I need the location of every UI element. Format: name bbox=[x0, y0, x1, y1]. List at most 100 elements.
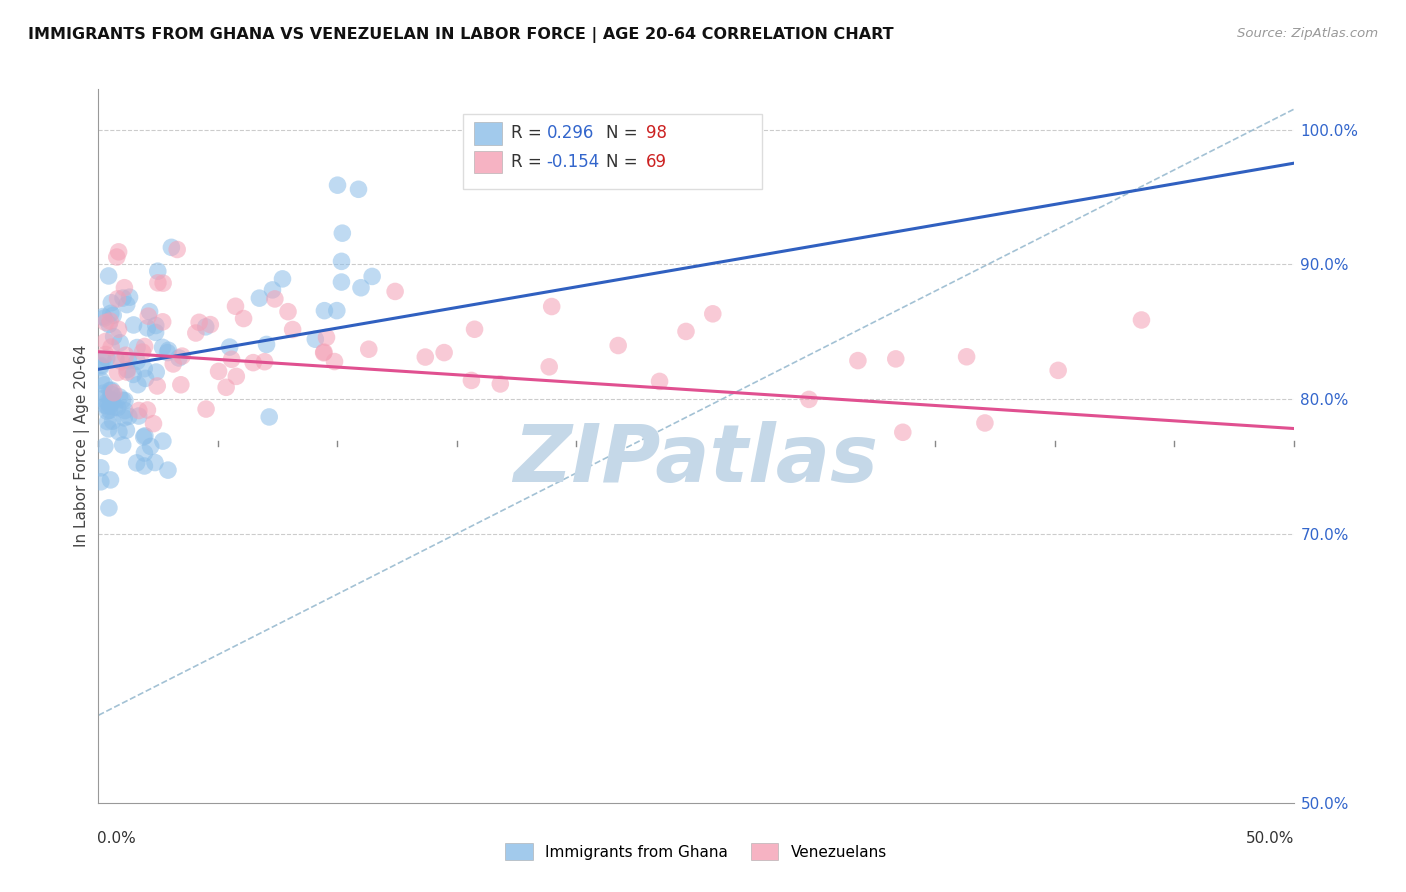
Point bbox=[93, 311, 115, 326]
Point bbox=[111, 438, 134, 452]
Point bbox=[160, 240, 183, 254]
Point bbox=[94, 439, 117, 453]
Text: 0.296: 0.296 bbox=[547, 125, 593, 143]
Point bbox=[107, 244, 129, 259]
Point bbox=[91, 392, 114, 406]
Text: 0.0%: 0.0% bbox=[97, 831, 136, 847]
Point bbox=[136, 403, 159, 417]
Point bbox=[200, 318, 222, 332]
Point bbox=[143, 456, 166, 470]
Point bbox=[540, 300, 562, 314]
Point bbox=[384, 285, 406, 299]
Point bbox=[111, 291, 134, 305]
Point bbox=[115, 297, 138, 311]
Point bbox=[118, 409, 141, 424]
Point bbox=[90, 374, 112, 388]
Point bbox=[94, 334, 117, 349]
Point bbox=[146, 264, 169, 278]
Point bbox=[107, 322, 129, 336]
Point bbox=[152, 276, 174, 290]
Point bbox=[256, 337, 278, 351]
Point bbox=[315, 330, 337, 344]
Point bbox=[156, 345, 179, 359]
Point bbox=[97, 268, 120, 283]
Point bbox=[98, 314, 121, 328]
Point bbox=[100, 340, 122, 354]
FancyBboxPatch shape bbox=[474, 151, 502, 173]
Text: 50.0%: 50.0% bbox=[1246, 831, 1295, 847]
Point bbox=[97, 500, 120, 515]
Text: N =: N = bbox=[606, 125, 643, 143]
Point bbox=[107, 292, 129, 306]
Point bbox=[138, 304, 160, 318]
Point bbox=[326, 303, 349, 318]
Point bbox=[648, 375, 671, 389]
Text: ZIPatlas: ZIPatlas bbox=[513, 421, 879, 500]
Point bbox=[94, 399, 117, 413]
Point bbox=[115, 365, 138, 379]
Point bbox=[134, 458, 156, 473]
Point bbox=[215, 380, 238, 394]
Point bbox=[166, 243, 188, 257]
Point bbox=[98, 399, 121, 413]
Point bbox=[277, 304, 299, 318]
Point bbox=[135, 371, 157, 385]
Point bbox=[262, 283, 284, 297]
Point bbox=[122, 368, 145, 382]
Point bbox=[225, 369, 247, 384]
Point bbox=[100, 295, 122, 310]
Point bbox=[97, 422, 120, 436]
Point bbox=[157, 343, 180, 358]
Point bbox=[413, 350, 436, 364]
Y-axis label: In Labor Force | Age 20-64: In Labor Force | Age 20-64 bbox=[75, 345, 90, 547]
Point bbox=[675, 325, 697, 339]
Point bbox=[128, 403, 150, 417]
Point bbox=[90, 359, 112, 373]
Point bbox=[489, 376, 512, 391]
Point bbox=[136, 309, 159, 323]
Point bbox=[253, 354, 276, 368]
Point bbox=[104, 352, 127, 367]
Point bbox=[98, 392, 121, 406]
Point bbox=[96, 394, 118, 409]
FancyBboxPatch shape bbox=[474, 122, 502, 145]
Point bbox=[846, 353, 869, 368]
Point bbox=[955, 350, 977, 364]
Point bbox=[110, 354, 132, 368]
Point bbox=[93, 377, 115, 392]
Point bbox=[330, 254, 353, 268]
Point bbox=[194, 319, 217, 334]
Point bbox=[162, 357, 184, 371]
Point bbox=[142, 417, 165, 431]
Point bbox=[1047, 363, 1070, 377]
Point bbox=[134, 446, 156, 460]
Point bbox=[127, 354, 149, 368]
Point bbox=[93, 386, 115, 401]
Point bbox=[218, 340, 240, 354]
Point bbox=[103, 308, 125, 322]
Point bbox=[326, 178, 349, 193]
Point bbox=[350, 281, 373, 295]
Point bbox=[242, 356, 264, 370]
Point bbox=[156, 463, 179, 477]
Point bbox=[103, 385, 125, 400]
Point bbox=[114, 348, 136, 362]
Point bbox=[146, 276, 169, 290]
Point bbox=[94, 347, 117, 361]
Point bbox=[312, 345, 335, 359]
Point bbox=[100, 387, 122, 401]
Point bbox=[167, 351, 190, 365]
Point bbox=[304, 332, 326, 346]
Point bbox=[111, 393, 134, 408]
Point bbox=[131, 345, 153, 359]
Point bbox=[112, 281, 135, 295]
Text: -0.154: -0.154 bbox=[547, 153, 600, 171]
Text: 69: 69 bbox=[645, 153, 666, 171]
Point bbox=[152, 340, 174, 354]
Point bbox=[134, 429, 156, 443]
Point bbox=[96, 399, 118, 413]
Point bbox=[108, 335, 131, 350]
Point bbox=[224, 299, 246, 313]
Point bbox=[136, 321, 159, 335]
Point bbox=[125, 341, 148, 355]
